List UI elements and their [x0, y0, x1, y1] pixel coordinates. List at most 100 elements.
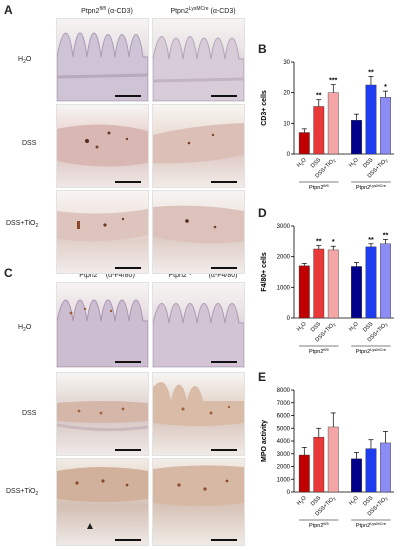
chart-e-mpo: MPO activity 0 1000 2000 3000 4000 5000 6000 700…	[261, 388, 394, 529]
significance-marker: **	[383, 232, 389, 239]
scale-bar	[115, 449, 141, 451]
tissue-drawing	[153, 205, 244, 244]
y-tick-label: 0	[287, 490, 291, 496]
group-label: Ptpn2fl/fl	[309, 521, 329, 529]
x-tick-label: H2O	[348, 321, 361, 334]
panel-c-row-label-dss-tio2: DSS+TiO2	[6, 488, 39, 497]
y-tick-label: 1000	[277, 285, 291, 291]
bar	[380, 243, 391, 319]
scale-bar	[211, 449, 237, 451]
significance-marker: **	[368, 237, 374, 244]
bar	[365, 448, 377, 493]
significance-marker: *	[384, 84, 387, 91]
panel-a-row-label-dss-tio2: DSS+TiO2	[6, 220, 39, 229]
bar	[313, 436, 325, 493]
bar	[327, 249, 339, 319]
micrograph-c-lysm-dss	[152, 372, 245, 456]
micrograph-c-flfl-h2o	[56, 282, 149, 368]
micrograph-c-lysm-h2o	[152, 282, 245, 368]
micrograph-a-flfl-h2o	[56, 18, 149, 102]
panel-label-c: C	[4, 266, 13, 280]
x-tick-label: H2O	[296, 157, 309, 170]
bar	[313, 106, 325, 155]
scale-bar	[115, 539, 141, 541]
x-tick-label: H2O	[348, 157, 361, 170]
micrograph-a-lysm-dss-tio2	[152, 190, 245, 274]
micrograph-a-flfl-dss-tio2	[56, 190, 149, 274]
bar	[298, 132, 310, 155]
y-tick-label: 4000	[277, 439, 291, 445]
significance-marker: **	[316, 93, 322, 100]
tissue-drawing	[153, 303, 244, 367]
bar	[351, 120, 362, 155]
tissue-drawing	[57, 401, 148, 432]
tissue-drawing	[153, 123, 244, 164]
tissue-drawing	[153, 36, 244, 101]
panel-a-col2-header: Ptpn2LysMCre (α-CD3)	[170, 6, 236, 15]
panel-label-a: A	[4, 3, 13, 17]
panel-label-e: E	[258, 370, 267, 384]
panel-c-row-label-h2o: H2O	[18, 324, 32, 333]
significance-marker: **	[368, 69, 374, 76]
panel-a-row-label-dss: DSS	[22, 140, 37, 147]
bar	[351, 266, 362, 319]
tissue-drawing	[57, 467, 148, 529]
bar	[313, 248, 325, 319]
group-label: Ptpn2LysMCre	[356, 347, 387, 355]
panel-label-b: B	[258, 42, 267, 56]
bar	[351, 458, 362, 493]
group-label: Ptpn2fl/fl	[309, 347, 329, 355]
micrograph-c-flfl-dss-tio2	[56, 458, 149, 546]
scale-bar	[115, 361, 141, 363]
scale-bar	[115, 95, 141, 97]
y-tick-label: 20	[283, 91, 290, 97]
x-tick-label: DSS	[310, 157, 322, 169]
bar	[365, 84, 377, 155]
tissue-drawing	[153, 465, 244, 506]
bar	[365, 246, 377, 319]
y-tick-label: 5000	[277, 426, 291, 432]
tissue-drawing	[153, 382, 244, 426]
group-label: Ptpn2LysMCre	[356, 521, 387, 529]
bar	[380, 97, 391, 155]
y-tick-label: 8000	[277, 388, 291, 394]
y-tick-label: 0	[287, 152, 291, 158]
y-tick-label: 3000	[277, 452, 291, 458]
scale-bar	[211, 267, 237, 269]
group-label: Ptpn2LysMCre	[356, 183, 387, 191]
x-tick-label: DSS	[362, 157, 374, 169]
y-tick-label: 2000	[277, 465, 291, 471]
x-tick-label: H2O	[348, 495, 361, 508]
scale-bar	[211, 361, 237, 363]
panel-c-row-label-dss: DSS	[22, 410, 37, 417]
panel-label-d: D	[258, 206, 267, 220]
x-tick-label: DSS	[362, 495, 374, 507]
y-tick-label: 30	[283, 60, 290, 66]
panel-a-col1-header: Ptpn2fl/fl (α-CD3)	[81, 6, 133, 15]
chart-d-f480: F4/80+ cells0100020003000H2O**DSS*DSS+Ti…	[261, 224, 394, 355]
chart-b-cd3: CD3+ cells0102030H2O**DSS***DSS+TiO2H2O*…	[261, 60, 394, 191]
y-tick-label: 0	[287, 316, 291, 322]
scale-bar	[211, 539, 237, 541]
tissue-drawing	[57, 124, 148, 167]
panel-a-row-label-h2o: H2O	[18, 56, 32, 65]
bar	[327, 92, 339, 155]
y-tick-label: 6000	[277, 414, 291, 420]
micrograph-c-lysm-dss-tio2	[152, 458, 245, 546]
x-tick-label: H2O	[296, 321, 309, 334]
y-axis-label: CD3+ cells	[261, 90, 268, 126]
y-tick-label: 2000	[277, 255, 291, 261]
scale-bar	[115, 267, 141, 269]
x-tick-label: DSS	[310, 321, 322, 333]
micrograph-a-flfl-dss	[56, 104, 149, 188]
scale-bar	[211, 181, 237, 183]
significance-marker: ***	[329, 78, 337, 85]
micrograph-a-lysm-h2o	[152, 18, 245, 102]
micrograph-a-lysm-dss	[152, 104, 245, 188]
y-tick-label: 7000	[277, 401, 291, 407]
bar	[380, 442, 391, 493]
tissue-drawing	[57, 299, 148, 367]
significance-marker: *	[332, 239, 335, 246]
scale-bar	[211, 95, 237, 97]
bar	[327, 426, 339, 493]
